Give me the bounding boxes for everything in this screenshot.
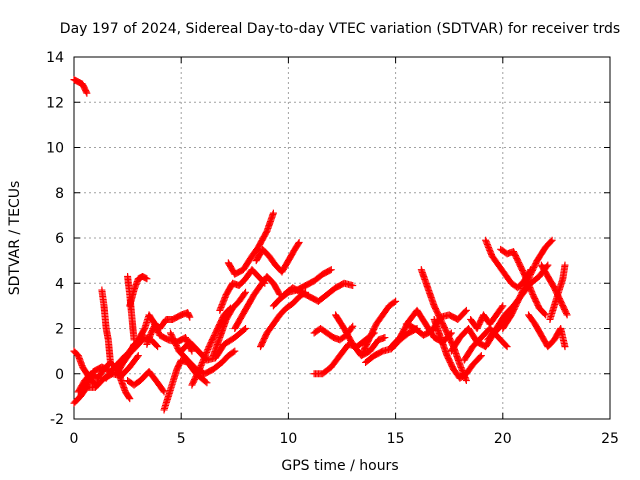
data-point bbox=[143, 275, 151, 283]
data-point bbox=[159, 387, 167, 395]
data-point bbox=[154, 343, 162, 351]
data-point bbox=[242, 288, 250, 296]
data-point bbox=[462, 377, 470, 385]
series-t18 bbox=[209, 288, 250, 360]
data-point bbox=[231, 347, 239, 355]
series-t6 bbox=[98, 286, 114, 366]
data-marks bbox=[70, 76, 571, 414]
series-t1 bbox=[70, 76, 91, 97]
data-point bbox=[503, 343, 511, 351]
series-t44 bbox=[546, 261, 569, 323]
series-t21 bbox=[231, 272, 284, 332]
data-point bbox=[202, 378, 210, 386]
data-point bbox=[240, 326, 248, 334]
data-point bbox=[548, 236, 556, 244]
y-tick-label: -2 bbox=[50, 412, 64, 428]
data-point bbox=[153, 341, 161, 349]
y-axis-label: SDTVAR / TECUs bbox=[7, 181, 23, 296]
x-tick-label: 5 bbox=[177, 431, 186, 447]
y-tick-label: 8 bbox=[55, 186, 64, 202]
data-point bbox=[392, 297, 400, 305]
series-t20 bbox=[224, 209, 277, 278]
data-point bbox=[561, 261, 569, 269]
y-tick-label: 0 bbox=[55, 367, 64, 383]
data-point bbox=[502, 341, 510, 349]
data-point bbox=[294, 240, 302, 248]
data-point bbox=[186, 313, 194, 321]
data-point bbox=[562, 310, 570, 318]
data-point bbox=[125, 394, 133, 402]
data-point bbox=[563, 311, 571, 319]
series-t29 bbox=[359, 297, 400, 355]
y-tick-label: 12 bbox=[46, 95, 64, 111]
data-point bbox=[462, 306, 470, 314]
series-t42 bbox=[525, 311, 569, 351]
data-point bbox=[461, 308, 469, 316]
y-tick-label: 2 bbox=[55, 322, 64, 338]
data-point bbox=[203, 379, 211, 387]
data-point bbox=[498, 303, 506, 311]
series-t34 bbox=[430, 315, 485, 382]
series-t36 bbox=[460, 325, 511, 364]
data-point bbox=[348, 324, 356, 332]
data-point bbox=[83, 89, 91, 97]
x-axis-label: GPS time / hours bbox=[281, 458, 398, 474]
x-tick-label: 25 bbox=[601, 431, 619, 447]
series-t11 bbox=[124, 367, 168, 396]
series-t16 bbox=[177, 325, 250, 364]
data-point bbox=[275, 289, 283, 297]
data-point bbox=[547, 237, 555, 245]
x-tick-label: 10 bbox=[279, 431, 297, 447]
series-t25 bbox=[280, 279, 357, 305]
series-t37 bbox=[467, 302, 507, 332]
data-point bbox=[390, 298, 398, 306]
series-t19 bbox=[216, 266, 269, 314]
data-point bbox=[188, 347, 196, 355]
data-point bbox=[327, 266, 335, 274]
y-tick-label: 4 bbox=[55, 276, 64, 292]
grid-lines bbox=[74, 57, 610, 419]
data-point bbox=[82, 88, 90, 96]
data-point bbox=[106, 358, 114, 366]
series-t22 bbox=[252, 239, 303, 276]
x-tick-label: 15 bbox=[387, 431, 405, 447]
data-point bbox=[476, 353, 484, 361]
data-point bbox=[241, 290, 249, 298]
data-point bbox=[230, 348, 238, 356]
y-tick-label: 6 bbox=[55, 231, 64, 247]
chart-title: Day 197 of 2024, Sidereal Day-to-day VTE… bbox=[60, 21, 620, 37]
x-tick-label: 20 bbox=[494, 431, 512, 447]
data-point bbox=[126, 395, 134, 403]
data-point bbox=[561, 343, 569, 351]
data-point bbox=[499, 302, 507, 310]
y-tick-label: 14 bbox=[46, 50, 64, 66]
series-t23 bbox=[257, 288, 310, 351]
data-point bbox=[242, 325, 250, 332]
data-point bbox=[477, 352, 485, 360]
series-t13 bbox=[143, 309, 194, 348]
data-point bbox=[133, 353, 141, 361]
series-t41 bbox=[499, 236, 556, 332]
data-point bbox=[541, 310, 549, 318]
axis-ticks: 0 5 10 15 20 25 -2 0 2 4 6 8 10 12 14 bbox=[46, 50, 619, 447]
data-point bbox=[544, 261, 552, 269]
data-point bbox=[349, 322, 357, 330]
data-point bbox=[269, 209, 277, 217]
series-t24 bbox=[269, 266, 335, 310]
data-point bbox=[349, 282, 357, 290]
x-tick-label: 0 bbox=[70, 431, 79, 447]
data-point bbox=[134, 352, 142, 360]
data-point bbox=[326, 266, 334, 274]
y-tick-label: 10 bbox=[46, 141, 64, 157]
series-t10 bbox=[126, 272, 151, 310]
data-point bbox=[381, 334, 389, 342]
data-point bbox=[295, 239, 303, 247]
